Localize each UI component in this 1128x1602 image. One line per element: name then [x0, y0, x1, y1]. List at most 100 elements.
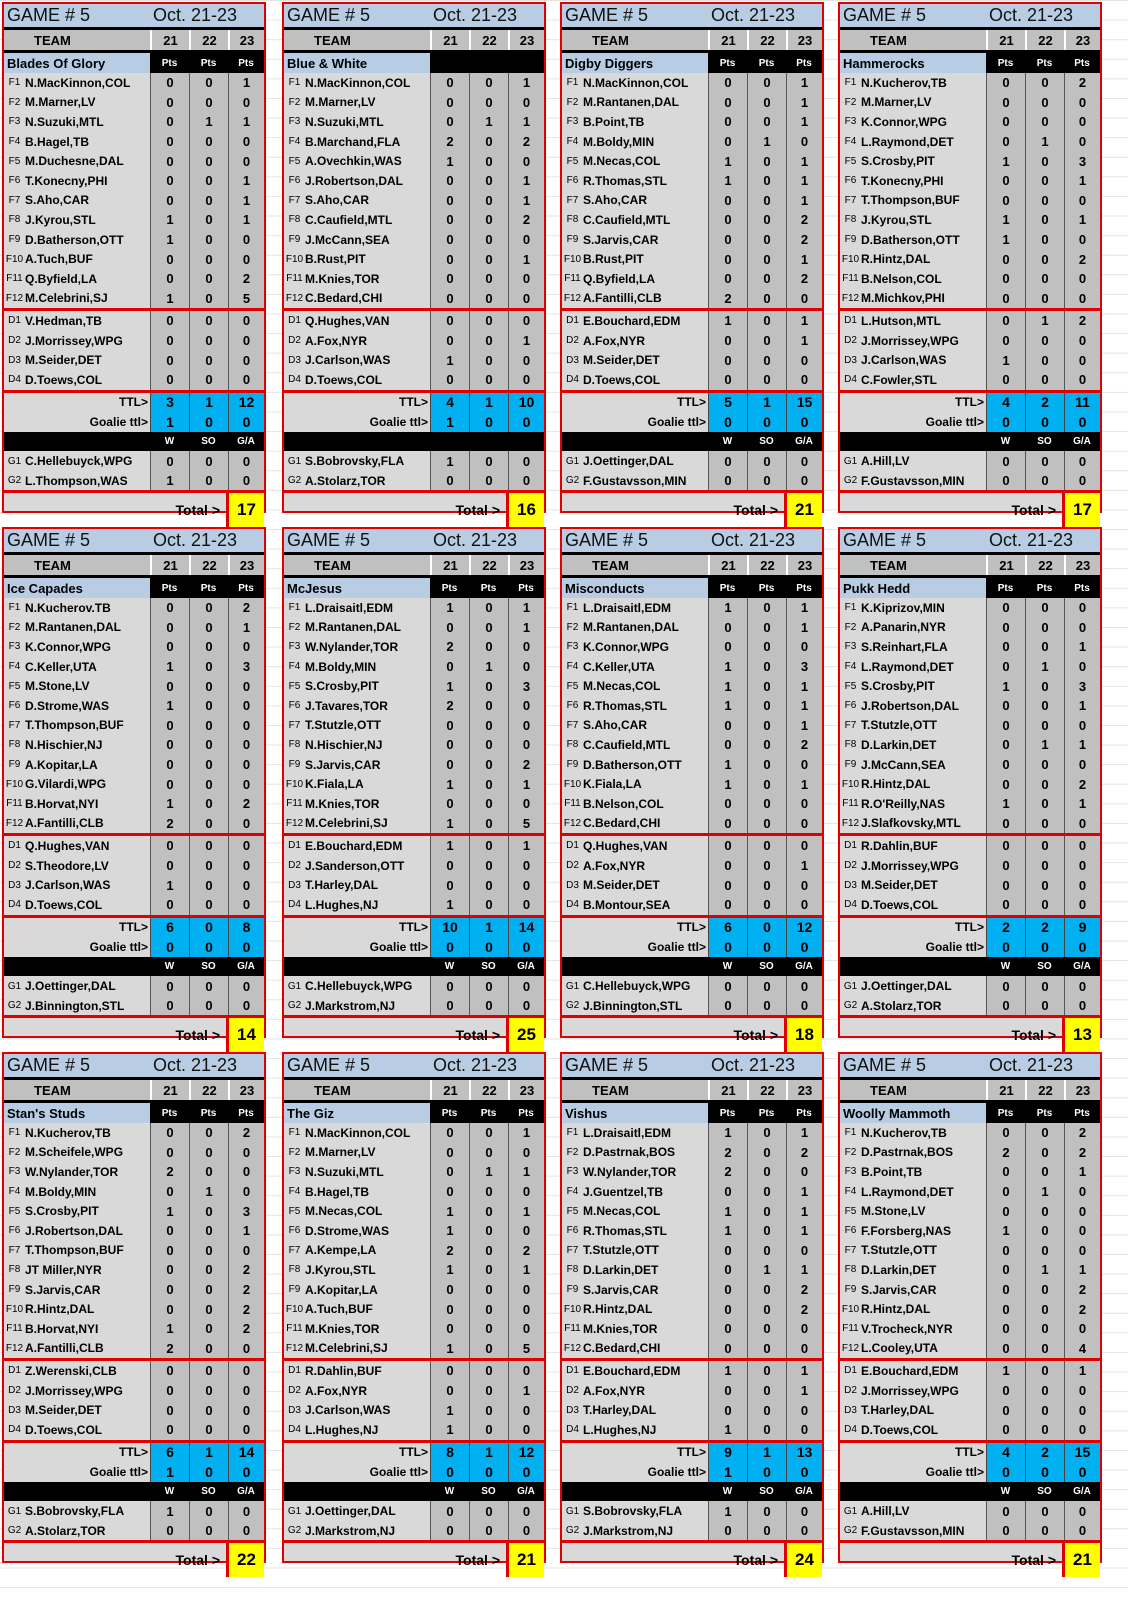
- points-value: 2: [430, 637, 469, 657]
- points-value: 1: [786, 170, 822, 191]
- points-value: 1: [1064, 170, 1100, 191]
- player-name: E.Bouchard,EDM: [583, 313, 681, 328]
- ttl-value: 9: [1064, 917, 1100, 938]
- player-row: D4 D.Toews,COL 0 0 0: [562, 369, 822, 390]
- points-value: 0: [1025, 598, 1064, 618]
- team-name: Stan's Studs: [4, 1103, 150, 1123]
- team-panel: GAME # 5 Oct. 21-23 TEAM 21 22 23 The Giz Pts Pt…: [282, 1052, 546, 1578]
- points-value: 0: [708, 875, 747, 895]
- points-value: 1: [508, 1201, 544, 1221]
- player-name: D.Strome,WAS: [305, 1223, 390, 1238]
- team-name: Ice Capades: [4, 578, 150, 598]
- player-row: F5 S.Crosby,PIT 1 0 3: [840, 676, 1100, 696]
- player-cell: G1 J.Oettinger,DAL: [562, 454, 708, 468]
- position-label: D3: [8, 354, 21, 366]
- player-cell: G2 J.Binnington,STL: [4, 999, 150, 1013]
- player-name: L.Raymond,DET: [861, 134, 954, 149]
- player-name: N.MacKinnon,COL: [25, 75, 131, 90]
- team-name: Pukk Hedd: [840, 578, 986, 598]
- player-name: K.Connor,WPG: [25, 639, 111, 654]
- player-name: A.Fox,NYR: [583, 1383, 646, 1398]
- ttl-label: TTL>: [955, 920, 984, 935]
- player-name: R.Hintz,DAL: [861, 777, 931, 792]
- position-label: F11: [842, 798, 859, 810]
- points-value: 0: [430, 976, 469, 996]
- points-value: 0: [430, 1361, 469, 1381]
- player-cell: F9 S.Jarvis,CAR: [562, 1283, 708, 1297]
- points-value: 0: [708, 894, 747, 915]
- points-value: 0: [986, 1181, 1025, 1202]
- points-value: 0: [786, 470, 822, 491]
- points-value: 0: [1064, 1318, 1100, 1339]
- goalie-ttl-label: Goalie ttl>: [89, 1464, 148, 1479]
- points-value: 0: [1025, 1338, 1064, 1359]
- points-value: 0: [430, 1520, 469, 1541]
- player-name: J.Morrissey,WPG: [861, 858, 959, 873]
- points-value: 1: [469, 656, 508, 677]
- player-name: M.Marner,LV: [305, 1145, 376, 1160]
- total-label: Total >: [1011, 502, 1056, 519]
- player-row: D2 A.Fox,NYR 0 0 1: [284, 330, 544, 351]
- player-name: J.Binnington,STL: [25, 998, 125, 1013]
- position-label: F1: [844, 602, 857, 614]
- points-value: 0: [747, 170, 786, 191]
- points-value: 1: [1025, 131, 1064, 152]
- points-value: 0: [1025, 1318, 1064, 1339]
- team-header: TEAM: [592, 557, 629, 573]
- player-row: F4 L.Raymond,DET 0 1 0: [840, 131, 1100, 152]
- points-value: 0: [430, 470, 469, 491]
- points-value: 1: [508, 1380, 544, 1401]
- player-row: F8 D.Larkin,DET 0 1 1: [562, 1260, 822, 1280]
- points-value: 0: [508, 92, 544, 113]
- player-cell: G2 J.Markstrom,NJ: [284, 999, 430, 1013]
- player-cell: F3 S.Reinhart,FLA: [840, 640, 986, 654]
- player-cell: F9 A.Kopitar,LA: [4, 758, 150, 772]
- player-cell: F7 S.Aho,CAR: [562, 718, 708, 732]
- points-value: 0: [708, 249, 747, 269]
- position-label: F4: [844, 1186, 857, 1198]
- player-cell: F12 M.Celebrini,SJ: [284, 1341, 430, 1355]
- position-label: F9: [566, 1284, 579, 1296]
- points-value: 0: [228, 1142, 264, 1163]
- player-name: S.Theodore,LV: [25, 858, 109, 873]
- points-value: 0: [430, 190, 469, 211]
- position-label: F3: [844, 1166, 857, 1178]
- pts-label: Pts: [518, 582, 534, 594]
- position-label: D4: [566, 374, 579, 386]
- points-value: 0: [1064, 1220, 1100, 1241]
- goalie-ttl-value: 0: [469, 937, 508, 957]
- player-row: D3 M.Seider,DET 0 0 0: [562, 875, 822, 895]
- team-panel: GAME # 5 Oct. 21-23 TEAM 21 22 23 McJesus Pts Pt…: [282, 527, 546, 1053]
- points-value: 0: [430, 1123, 469, 1143]
- day-header: 21: [150, 1080, 189, 1100]
- player-cell: F4 B.Hagel,TB: [4, 135, 150, 149]
- points-value: 0: [150, 637, 189, 657]
- player-row: D4 D.Toews,COL 0 0 0: [4, 1419, 264, 1440]
- day-header: 22: [189, 555, 228, 575]
- ttl-row: TTL> 10 1 14: [284, 914, 544, 938]
- player-name: T.Stutzle,OTT: [861, 1243, 937, 1258]
- position-label: F1: [844, 1127, 857, 1139]
- player-row: F10 R.Hintz,DAL 0 0 2: [840, 249, 1100, 269]
- player-cell: G1 S.Bobrovsky,FLA: [284, 454, 430, 468]
- player-cell: F10 K.Fiala,LA: [284, 777, 430, 791]
- total-label: Total >: [1011, 1552, 1056, 1569]
- player-name: A.Fox,NYR: [583, 333, 646, 348]
- points-value: 0: [986, 598, 1025, 618]
- points-value: 0: [747, 268, 786, 289]
- position-label: F11: [842, 273, 859, 285]
- points-value: 0: [189, 855, 228, 876]
- points-value: 0: [430, 210, 469, 230]
- player-cell: D2 J.Morrissey,WPG: [4, 1384, 150, 1398]
- points-value: 3: [786, 656, 822, 677]
- player-cell: F3 K.Connor,WPG: [4, 640, 150, 654]
- points-value: 5: [508, 813, 544, 834]
- player-row: F8 JT Miller,NYR 0 0 2: [4, 1260, 264, 1280]
- player-cell: F1 N.MacKinnon,COL: [562, 76, 708, 90]
- goalie-col-label: SO: [759, 960, 774, 972]
- goalie-ttl-value: 0: [228, 412, 264, 432]
- points-value: 2: [228, 1318, 264, 1339]
- player-row: G2 A.Stolarz,TOR 0 0 0: [4, 1520, 264, 1541]
- player-cell: F3 N.Suzuki,MTL: [284, 1165, 430, 1179]
- points-value: 1: [708, 1419, 747, 1440]
